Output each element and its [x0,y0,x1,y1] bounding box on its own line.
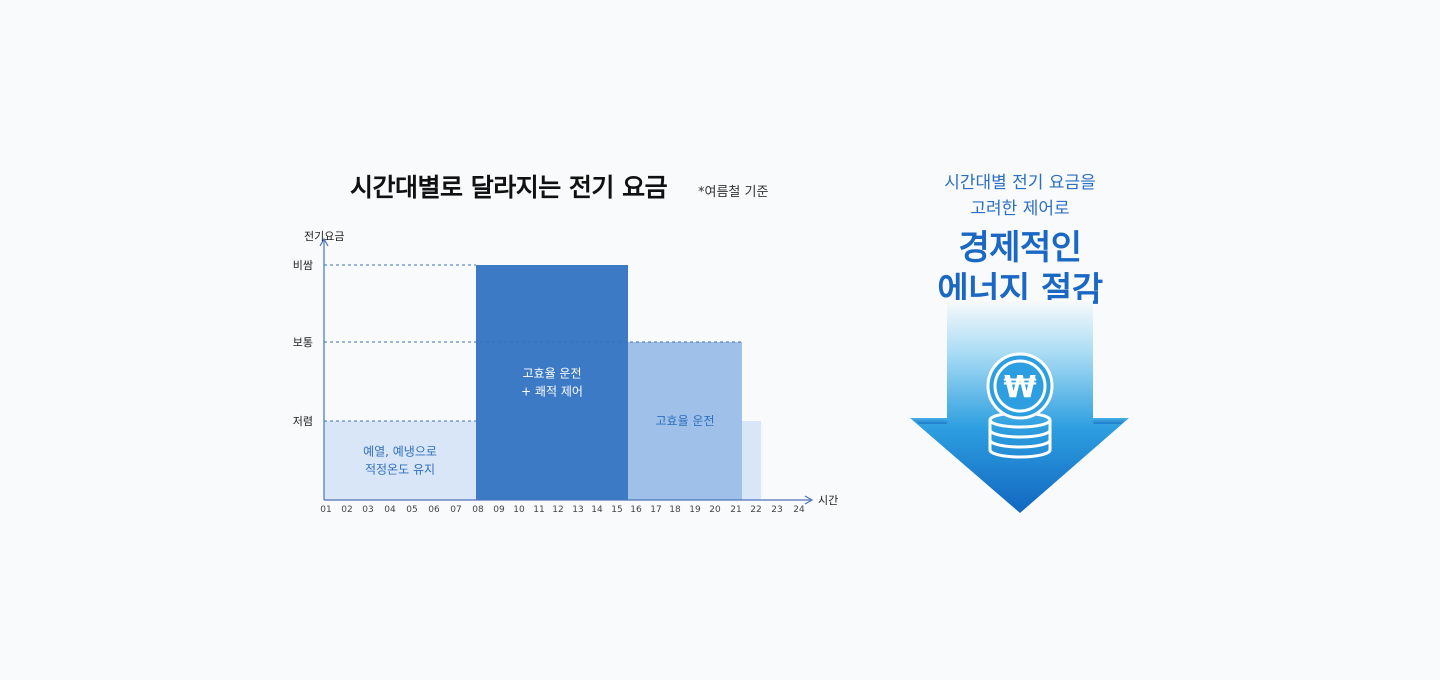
x-tick-label: 16 [630,505,642,515]
promo-subtitle-line1: 시간대별 전기 요금을 [944,173,1096,193]
chart-title: 시간대별로 달라지는 전기 요금 [350,173,668,202]
x-tick-label: 18 [669,505,681,515]
segment-label: 고효율 운전 [655,414,714,428]
won-symbol: ₩ [1003,370,1036,405]
x-tick-label: 09 [493,505,505,515]
x-tick-label: 05 [406,505,417,515]
y-axis-arrow [319,237,329,247]
x-tick-label: 10 [513,505,525,515]
x-axis-arrow [804,495,814,505]
segment-bar-1 [476,265,628,500]
y-level-label: 비쌈 [293,259,313,272]
chart-note: *여름철 기준 [698,185,769,200]
x-tick-label: 15 [611,505,622,515]
coin-stack-icon [986,352,1054,459]
segment-label: 예열, 예냉으로 [363,445,437,459]
x-tick-label: 21 [730,505,741,515]
segment-bar-3 [742,421,761,500]
promo-headline-line1: 경제적인 [958,228,1082,268]
x-tick-label: 07 [450,505,461,515]
x-tick-label: 19 [689,505,701,515]
promo-subtitle-line2: 고려한 제어로 [970,199,1070,219]
x-tick-label: 23 [771,505,782,515]
segment-bar-0 [324,421,476,500]
savings-arrow-graphic: ₩ [910,300,1129,513]
x-tick-label: 03 [362,505,373,515]
x-tick-label: 12 [552,505,563,515]
segment-bar-2 [628,342,742,500]
x-tick-label: 22 [750,505,761,515]
x-tick-label: 06 [428,505,440,515]
y-axis-label: 전기요금 [304,230,344,243]
y-level-label: 저렴 [293,415,313,428]
x-tick-label: 02 [341,505,352,515]
x-tick-label: 17 [650,505,661,515]
x-tick-label: 14 [591,505,603,515]
x-tick-label: 24 [793,505,805,515]
y-level-label: 보통 [293,336,313,349]
x-tick-label: 13 [572,505,583,515]
x-tick-label: 04 [384,505,396,515]
x-tick-label: 01 [320,505,331,515]
segment-label: 적정온도 유지 [365,463,435,477]
x-tick-label: 11 [533,505,544,515]
x-axis-label: 시간 [818,494,838,507]
segment-label: + 쾌적 제어 [521,385,583,399]
x-tick-label: 08 [472,505,484,515]
x-tick-label: 20 [709,505,721,515]
segment-label: 고효율 운전 [522,367,581,381]
